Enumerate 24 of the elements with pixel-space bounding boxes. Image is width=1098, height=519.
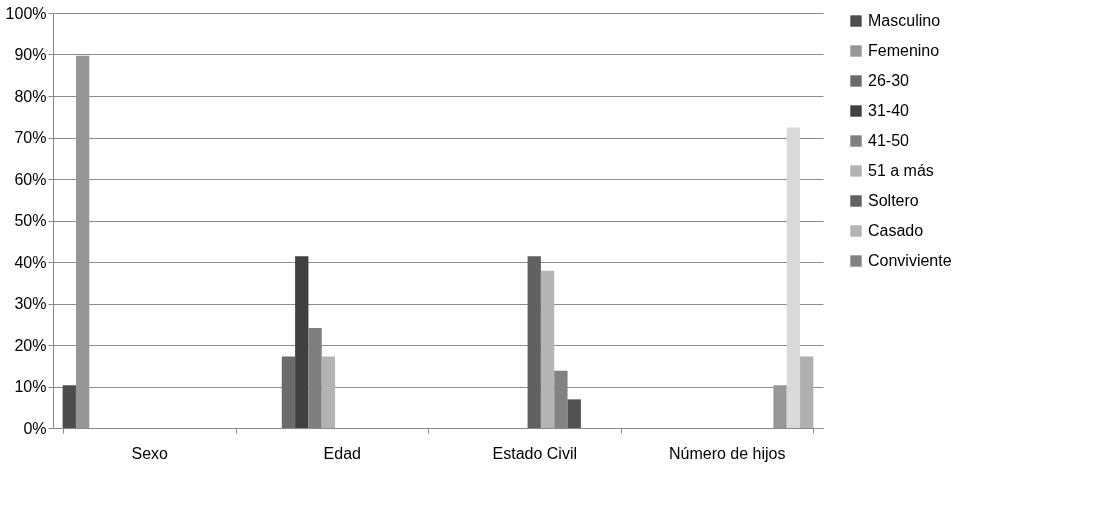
y-tick-label: 20% [14,336,47,354]
legend-label: 31-40 [868,102,910,119]
x-tick-label: Número de hijos [669,444,786,462]
legend-label: 51 a más [868,162,934,179]
y-tick-label: 30% [14,295,47,312]
y-tick-label: 10% [14,378,47,395]
y-tick-label: 0% [23,419,47,437]
x-tick-label: Edad [323,444,361,462]
legend-label: Femenino [868,42,940,59]
legend-label: Casado [868,222,924,239]
y-tick-label: 80% [14,87,47,105]
y-tick-label: 70% [14,129,47,146]
legend-label: Masculino [868,12,941,29]
y-tick-label: 40% [14,253,47,271]
y-tick-label: 60% [14,170,47,188]
legend-label: 26-30 [868,72,910,89]
y-tick-label: 100% [5,4,47,22]
y-tick-label: 90% [14,46,47,63]
y-tick-label: 50% [14,212,47,229]
legend-label: Soltero [868,192,919,209]
x-tick-label: Estado Civil [492,444,577,462]
legend-label: 41-50 [868,132,910,149]
x-tick-label: Sexo [131,444,169,462]
legend-label: Conviviente [868,252,952,269]
